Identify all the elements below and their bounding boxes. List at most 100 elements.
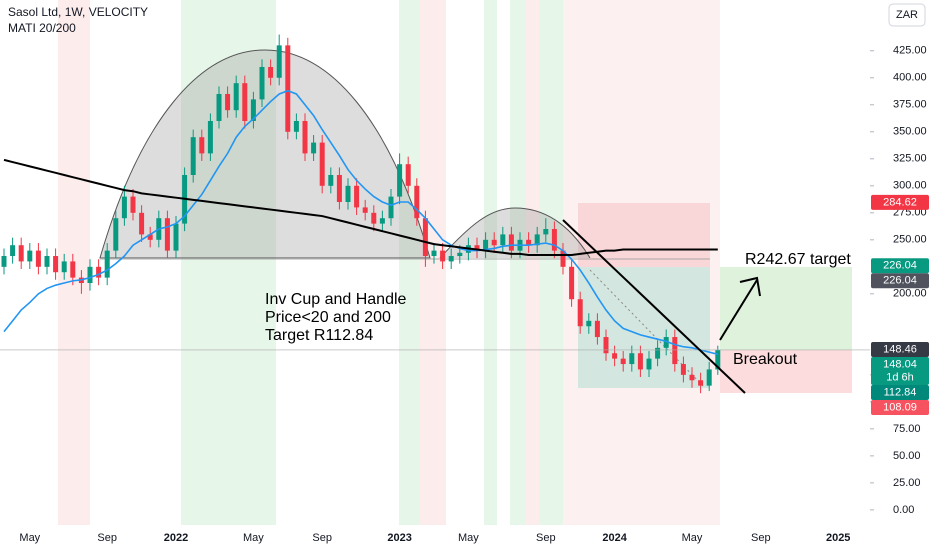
candle-body xyxy=(10,245,16,257)
annotation: Breakout xyxy=(733,351,798,368)
price-badge-label: 284.62 xyxy=(883,196,917,208)
price-badge-label: 226.04 xyxy=(883,275,917,287)
y-tick-label: 50.00 xyxy=(893,450,921,462)
price-badge-label: 226.04 xyxy=(883,260,917,272)
candle-body xyxy=(147,234,153,240)
drawings-over: Inv Cup and Handle Price<20 and 200 Targ… xyxy=(265,219,851,394)
candle-body xyxy=(448,256,454,262)
candle-body xyxy=(285,45,291,132)
x-tick-label: Sep xyxy=(751,532,771,544)
y-tick-label: 25.00 xyxy=(893,477,921,489)
x-tick-label: Sep xyxy=(312,532,332,544)
price-badge xyxy=(871,400,929,416)
candle-body xyxy=(276,45,282,78)
candle-body xyxy=(551,229,557,251)
currency[interactable]: ZAR xyxy=(896,9,918,21)
red-band xyxy=(420,0,446,525)
candle-body xyxy=(414,185,420,219)
candle-body xyxy=(577,299,583,327)
cup xyxy=(99,49,431,259)
candle-body xyxy=(474,245,480,251)
candle-body xyxy=(250,99,256,121)
annotation: Price<20 and 200 xyxy=(265,309,391,326)
candle-body xyxy=(173,223,179,251)
green-band xyxy=(510,0,526,525)
candle-body xyxy=(388,196,394,219)
currency-button[interactable] xyxy=(888,3,926,27)
candle-body xyxy=(27,250,33,262)
candle-body xyxy=(715,349,721,370)
candle-body xyxy=(526,239,532,246)
x-tick-label: May xyxy=(458,532,479,544)
candle-body xyxy=(104,250,110,278)
moving-average xyxy=(3,158,718,256)
candle-body xyxy=(379,218,385,224)
candle-body xyxy=(646,358,652,370)
x-tick-label: 2025 xyxy=(826,532,850,544)
candle-body xyxy=(302,120,308,154)
price-badge-label: 148.04 xyxy=(883,358,917,370)
candle-body xyxy=(233,83,239,111)
y-tick-label: 325.00 xyxy=(893,153,927,165)
price-badge xyxy=(871,342,929,358)
y-tick-label: 75.00 xyxy=(893,423,921,435)
candle-body xyxy=(672,337,678,365)
candle-body xyxy=(130,196,136,213)
time-axis xyxy=(0,525,932,550)
candle-body xyxy=(534,234,540,246)
candle-body xyxy=(70,261,76,278)
y-tick-label: 400.00 xyxy=(893,72,927,84)
annotation: R242.67 target xyxy=(745,251,851,268)
candle-body xyxy=(457,252,463,257)
candle-body xyxy=(1,256,7,267)
y-tick-label: 0.00 xyxy=(893,504,914,516)
price-badge-label: 112.84 xyxy=(884,386,917,398)
trendline xyxy=(562,219,746,394)
candle-body xyxy=(698,380,704,386)
candle-body xyxy=(87,266,93,284)
candle-body xyxy=(53,256,59,273)
candle-body xyxy=(422,218,428,257)
chart-title: Sasol Ltd, 1W, VELOCITY xyxy=(8,5,148,19)
x-tick-label: 2024 xyxy=(602,532,627,544)
moving-average xyxy=(3,89,718,356)
candle-body xyxy=(508,234,514,251)
arrow-head xyxy=(739,276,761,297)
green-band xyxy=(484,0,497,525)
candle-body xyxy=(560,250,566,267)
x-tick-label: 2022 xyxy=(164,532,188,544)
candle-body xyxy=(397,164,403,197)
x-tick-label: May xyxy=(243,532,264,544)
y-tick-label: 375.00 xyxy=(893,99,927,111)
candle-body xyxy=(242,83,248,121)
candle-body xyxy=(405,164,411,186)
candle-body xyxy=(96,266,102,278)
annotation: Target R112.84 xyxy=(265,327,373,344)
price-badge xyxy=(871,273,929,289)
short-target-zone xyxy=(578,267,710,388)
candle-body xyxy=(18,245,24,262)
price-badge-label: 148.46 xyxy=(883,343,917,355)
candle-body xyxy=(44,256,50,267)
candle-body xyxy=(620,358,626,365)
candle-body xyxy=(121,196,127,219)
neckline xyxy=(100,258,710,260)
candle-body xyxy=(190,137,196,175)
green-band xyxy=(399,0,420,525)
annotation: Inv Cup and Handle xyxy=(265,291,407,308)
price-badge xyxy=(871,258,929,274)
candle-body xyxy=(371,212,377,224)
candle-body xyxy=(354,185,360,208)
candle-body xyxy=(259,66,265,100)
candle-body xyxy=(663,337,669,348)
candle-body xyxy=(164,218,170,251)
short-stop-zone xyxy=(578,203,710,267)
x-tick-label: Sep xyxy=(536,532,556,544)
candle-body xyxy=(594,320,600,338)
x-tick-label: 2023 xyxy=(387,532,411,544)
candle-body xyxy=(655,347,661,359)
price-badge xyxy=(871,194,929,210)
candle-body xyxy=(689,374,695,381)
marks xyxy=(0,34,870,394)
candle-body xyxy=(311,142,317,154)
